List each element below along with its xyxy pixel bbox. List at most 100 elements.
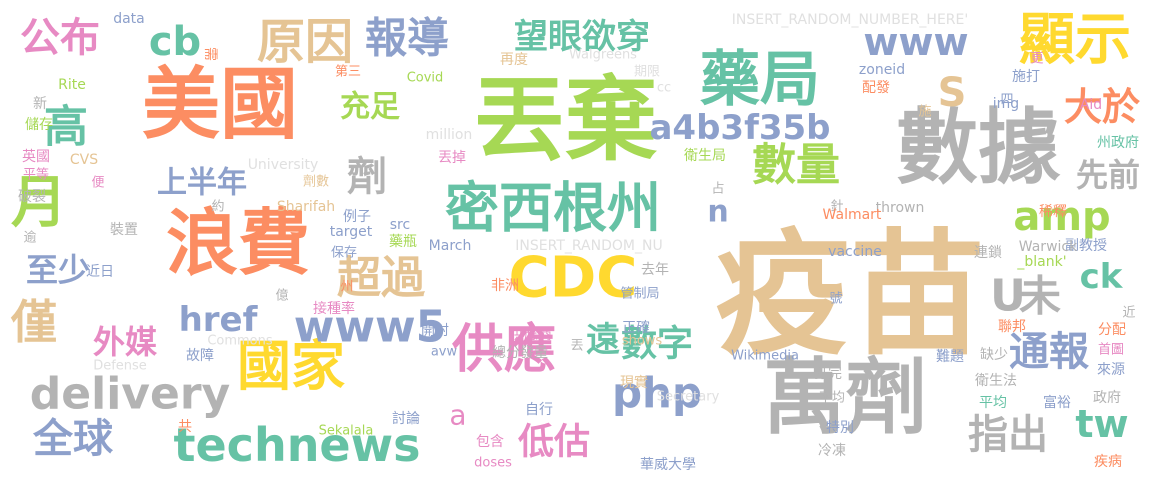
cloud-word: 去年 (641, 262, 669, 278)
cloud-word: a4b3f35b (649, 108, 830, 148)
cloud-word: ck (1080, 257, 1124, 297)
cloud-word: 平等 (23, 167, 49, 183)
cloud-word: 自行 (525, 402, 553, 418)
cloud-word: 州 (340, 280, 353, 295)
cloud-word: doses (474, 456, 512, 471)
cloud-word: 藥瓶 (389, 234, 417, 250)
cloud-word: 管制局 (620, 287, 659, 302)
cloud-word: 開封 (421, 323, 449, 339)
cloud-word: 指出 (968, 412, 1048, 458)
cloud-word: src (390, 217, 410, 233)
cloud-word: U (990, 271, 1026, 322)
cloud-word: 副教授 (1065, 238, 1107, 254)
cloud-word: Rite (58, 77, 86, 93)
cloud-word: 例子 (343, 209, 371, 225)
cloud-word: March (429, 238, 472, 254)
cloud-word: 疾病 (1094, 454, 1122, 470)
cloud-word: CVS (70, 152, 98, 168)
cloud-word: 討論 (392, 411, 420, 427)
cloud-word: 便 (91, 176, 104, 191)
cloud-word: 需 (202, 47, 218, 61)
cloud-word: img (993, 96, 1019, 112)
cloud-word: 政府 (1093, 390, 1121, 406)
cloud-word: 供應商 (510, 326, 552, 343)
cloud-word: 衛生局 (684, 148, 726, 164)
cloud-word: 首圖 (1098, 343, 1124, 358)
cloud-word: 儲存 (25, 117, 53, 133)
cloud-word: 原因 (257, 14, 353, 70)
cloud-word: 萬劑 (763, 351, 927, 446)
cloud-word: 數量 (752, 140, 840, 191)
cloud-word: 近日 (86, 264, 114, 280)
cloud-word: 現實 (620, 374, 648, 391)
cloud-word: shows (622, 334, 663, 349)
cloud-word: 通報 (1009, 329, 1089, 375)
cloud-word: 施 (918, 105, 931, 120)
cloud-word: 月 (11, 171, 67, 236)
cloud-word: CDC (509, 246, 638, 311)
cloud-word: 聯邦 (998, 319, 1026, 335)
cloud-word: 衛生法 (975, 373, 1017, 389)
cloud-word: 總分發量 (492, 344, 548, 361)
cloud-word: 難題 (936, 349, 964, 365)
cloud-word: technews (173, 418, 420, 472)
cloud-word: href (179, 300, 259, 340)
cloud-word: 英國 (22, 148, 50, 165)
cloud-word: 美國 (142, 60, 298, 150)
cloud-word: Wikimedia (731, 349, 799, 364)
cloud-word: Secretary (657, 390, 720, 405)
cloud-word: 丟 (570, 339, 583, 354)
cloud-word: 號 (829, 292, 842, 307)
cloud-word: 破裂 (18, 189, 46, 205)
cloud-word: 劑 (347, 154, 387, 200)
cloud-word: 全球 (32, 416, 114, 462)
cloud-word: 億 (275, 288, 288, 304)
cloud-word: 望眼欲穿 (514, 17, 650, 57)
cloud-word: 接種率 (313, 300, 355, 317)
cloud-word: INSERT_RANDOM_NU (515, 238, 662, 254)
cloud-word: zoneid (859, 62, 905, 78)
cloud-word: 故障 (186, 348, 214, 364)
cloud-word: 期限 (634, 65, 660, 80)
cloud-word: cb (149, 19, 201, 65)
cloud-word: 再度 (500, 52, 528, 68)
cloud-word: 浪費 (166, 201, 310, 285)
cloud-word: 外媒 (93, 323, 158, 361)
cloud-word: 分配 (1098, 322, 1126, 338)
cloud-word: 國家 (237, 335, 345, 398)
cloud-word: vaccine (828, 244, 882, 260)
cloud-word: 公布 (20, 15, 100, 61)
cloud-word: php (612, 369, 702, 418)
cloud-word: 高 (44, 102, 88, 153)
cloud-word: 打完 (814, 365, 842, 382)
cloud-word: 來源 (1097, 362, 1125, 378)
cloud-word: 缺少 (980, 347, 1008, 363)
cloud-word: 平均 (979, 395, 1007, 411)
cloud-word: 未 (1019, 272, 1061, 321)
cloud-word: 數字 (621, 324, 693, 365)
cloud-word: 針 (830, 200, 843, 215)
cloud-word: 低估 (518, 422, 590, 463)
cloud-word: 供應 (452, 320, 556, 380)
cloud-word: _blank' (1016, 254, 1066, 270)
cloud-word: 不均 (819, 391, 845, 406)
cloud-word: 特別 (826, 420, 854, 436)
cloud-word: 共 (178, 419, 192, 435)
cloud-word: Sharifah (277, 199, 335, 215)
cloud-word: target (330, 224, 373, 240)
cloud-word: INSERT_RANDOM_NUMBER_HERE' (732, 12, 968, 28)
cloud-word: Defense (93, 359, 147, 374)
cloud-word: 疫苗 (715, 217, 985, 374)
cloud-word: 四 (1000, 93, 1013, 108)
cloud-word: 配發 (862, 80, 890, 96)
cloud-word: 大於 (1064, 85, 1140, 129)
cloud-word: 約 (211, 200, 224, 215)
cloud-word: 僅 (10, 295, 57, 349)
cloud-word: 超過 (337, 253, 426, 304)
cloud-word: 報導 (365, 14, 449, 63)
cloud-word: cc (657, 81, 671, 96)
cloud-word: amp (1013, 194, 1110, 240)
cloud-word: 顯示 (1019, 8, 1131, 73)
cloud-word: www5 (294, 302, 447, 353)
